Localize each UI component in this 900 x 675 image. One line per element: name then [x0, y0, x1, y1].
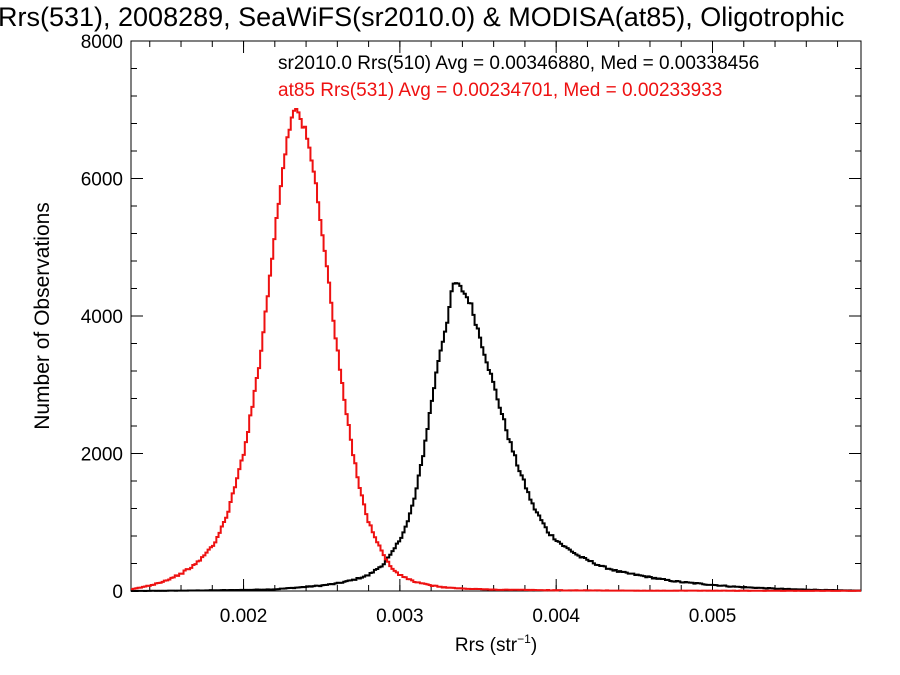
y-axis-ticks: 0 2000 4000 6000 8000 — [81, 32, 861, 603]
y-tick-label: 2000 — [81, 445, 123, 466]
x-axis-ticks: 0.002 0.003 0.004 0.005 — [149, 41, 839, 627]
annotation-red: at85 Rrs(531) Avg = 0.00234701, Med = 0.… — [278, 80, 722, 101]
plot-frame — [130, 40, 862, 592]
y-tick-label: 4000 — [81, 307, 123, 328]
y-tick-label: 0 — [112, 582, 123, 603]
x-tick-label: 0.002 — [220, 606, 268, 627]
x-tick-label: 0.004 — [532, 606, 580, 627]
y-axis-label: Number of Observations — [31, 202, 54, 430]
series-layer — [131, 107, 861, 592]
x-axis-label: Rrs (str−1) — [455, 632, 537, 656]
series-line-0 — [131, 282, 861, 592]
chart-title: Rrs(531), 2008289, SeaWiFS(sr2010.0) & M… — [0, 2, 844, 32]
x-tick-label: 0.005 — [689, 606, 737, 627]
y-tick-label: 6000 — [81, 170, 123, 191]
series-line-1 — [131, 107, 861, 592]
x-tick-label: 0.003 — [376, 606, 424, 627]
annotation-black: sr2010.0 Rrs(510) Avg = 0.00346880, Med … — [278, 53, 759, 74]
y-tick-label: 8000 — [81, 32, 123, 53]
